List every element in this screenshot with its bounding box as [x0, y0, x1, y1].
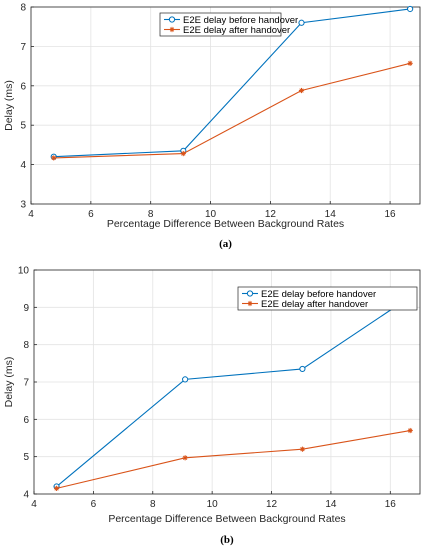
data-point [246, 290, 254, 297]
panel-caption: (b) [220, 534, 234, 546]
data-point-stroke [299, 88, 304, 93]
data-point [247, 300, 253, 307]
data-point-stroke [407, 61, 413, 66]
data-point [180, 150, 186, 157]
x-axis-label: Percentage Difference Between Background… [108, 513, 345, 525]
y-tick-label: 8 [23, 340, 29, 351]
data-point-stroke [408, 428, 413, 433]
x-tick-label: 14 [325, 209, 337, 220]
legend-label: E2E delay before handover [261, 289, 376, 300]
x-tick-label: 4 [31, 499, 37, 510]
y-tick-label: 5 [23, 452, 29, 463]
legend-label: E2E delay before handover [183, 15, 298, 26]
y-tick-label: 4 [20, 160, 26, 171]
x-tick-label: 12 [265, 209, 277, 220]
y-tick-label: 7 [23, 378, 29, 389]
x-tick-label: 16 [385, 209, 397, 220]
series-before-handover [50, 5, 414, 160]
series-after-handover [53, 427, 413, 491]
data-point [182, 455, 188, 461]
y-axis-label: Delay (ms) [3, 357, 15, 408]
y-tick-label: 10 [18, 266, 30, 277]
data-point [299, 365, 306, 373]
x-tick-label: 10 [207, 499, 219, 510]
series-after-handover [51, 60, 413, 161]
data-point [298, 87, 305, 94]
y-tick-label: 6 [23, 415, 29, 426]
legend-box [159, 12, 282, 37]
data-point [51, 155, 57, 161]
y-tick-label: 8 [20, 3, 26, 14]
y-tick-label: 7 [20, 42, 26, 53]
y-tick-label: 3 [20, 200, 26, 211]
series-line [53, 8, 411, 158]
x-tick-label: 8 [150, 499, 156, 510]
data-point-stroke [182, 455, 188, 460]
data-point-stroke [300, 447, 305, 452]
legend-label: E2E delay after handover [183, 25, 290, 36]
x-tick-label: 16 [385, 499, 397, 510]
data-point-stroke [247, 301, 253, 306]
series-line [56, 296, 411, 487]
data-point-stroke [51, 155, 56, 161]
y-tick-label: 6 [20, 81, 26, 92]
x-tick-label: 8 [148, 209, 154, 220]
legend-box [237, 286, 418, 311]
chart-b: 4 6 8 10 12 14 16 4 5 6 7 8 9 10 Percentage Difference… [3, 266, 421, 546]
series-line [56, 429, 411, 489]
data-point-stroke [169, 27, 175, 32]
data-point-stroke [181, 151, 186, 156]
axes-box [30, 6, 421, 205]
x-axis-label: Percentage Difference Between Background… [107, 218, 344, 230]
panel-caption: (a) [219, 238, 232, 250]
y-axis-label: Delay (ms) [3, 80, 15, 131]
x-tick-label: 14 [325, 499, 337, 510]
x-tick-label: 6 [91, 499, 97, 510]
data-point [407, 427, 413, 434]
data-point [182, 376, 189, 383]
data-point [168, 16, 176, 23]
x-tick-label: 6 [88, 209, 94, 220]
y-tick-label: 9 [23, 303, 29, 314]
x-tick-label: 4 [28, 209, 34, 220]
y-tick-label: 4 [23, 490, 29, 501]
y-tick-label: 5 [20, 121, 26, 132]
data-point [407, 60, 413, 66]
x-tick-label: 12 [266, 499, 278, 510]
legend-label: E2E delay after handover [261, 299, 368, 310]
x-tick-label: 10 [205, 209, 217, 220]
data-point [169, 26, 175, 33]
data-point [299, 446, 306, 452]
data-point [407, 5, 414, 13]
data-point [298, 19, 305, 26]
data-point-stroke [54, 486, 59, 491]
series-line [53, 62, 411, 159]
data-point [53, 485, 60, 491]
